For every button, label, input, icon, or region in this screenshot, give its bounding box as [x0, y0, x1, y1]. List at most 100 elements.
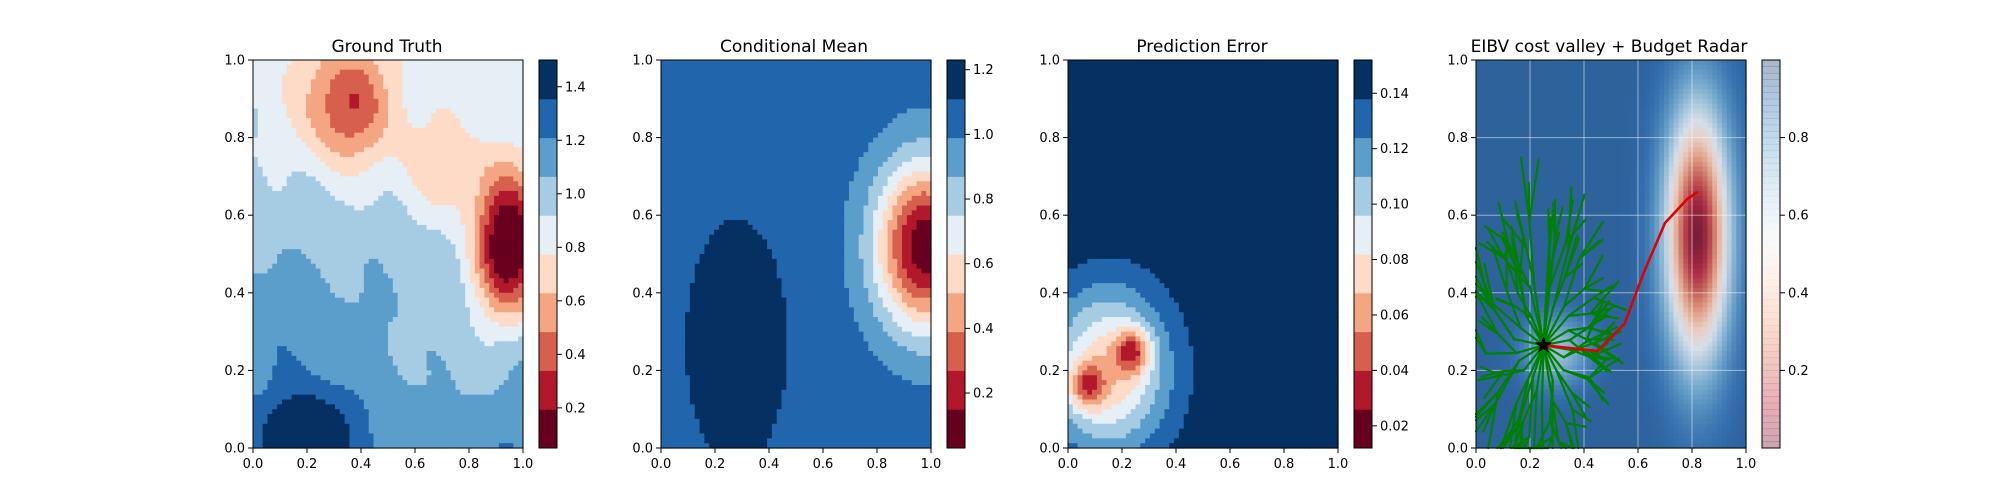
heatmap-cell	[354, 215, 359, 220]
heatmap-cell	[311, 366, 316, 371]
heatmap-cell	[446, 346, 451, 351]
heatmap-cell	[378, 356, 383, 361]
heatmap-cell	[436, 147, 441, 152]
heatmap-cell	[509, 215, 514, 220]
heatmap-cell	[685, 181, 690, 186]
heatmap-cell	[509, 138, 514, 143]
heatmap-cell	[311, 147, 316, 152]
heatmap-cell	[369, 438, 374, 443]
heatmap-cell	[513, 235, 518, 240]
heatmap-cell	[422, 307, 427, 312]
heatmap-cell	[345, 235, 350, 240]
heatmap-cell	[422, 225, 427, 230]
heatmap-cell	[301, 424, 306, 429]
heatmap-cell	[306, 79, 311, 84]
heatmap-cell	[666, 322, 671, 327]
heatmap-cell	[509, 60, 514, 65]
heatmap-cell	[316, 341, 321, 346]
heatmap-cell	[292, 317, 297, 322]
heatmap-cell	[354, 336, 359, 341]
heatmap-cell	[335, 186, 340, 191]
heatmap-cell	[451, 157, 456, 162]
heatmap-cell	[267, 104, 272, 109]
heatmap-cell	[666, 89, 671, 94]
heatmap-cell	[675, 414, 680, 419]
heatmap-cell	[666, 99, 671, 104]
heatmap-cell	[402, 395, 407, 400]
heatmap-cell	[465, 225, 470, 230]
heatmap-cell	[489, 278, 494, 283]
heatmap-cell	[296, 186, 301, 191]
heatmap-cell	[422, 429, 427, 434]
heatmap-cell	[417, 249, 422, 254]
heatmap-cell	[287, 288, 292, 293]
heatmap-cell	[325, 424, 330, 429]
heatmap-cell	[412, 123, 417, 128]
heatmap-cell	[267, 109, 272, 114]
heatmap-cell	[330, 201, 335, 206]
heatmap-cell	[292, 196, 297, 201]
heatmap-cell	[282, 341, 287, 346]
heatmap-cell	[311, 94, 316, 99]
heatmap-cell	[680, 395, 685, 400]
heatmap-cell	[301, 220, 306, 225]
heatmap-cell	[480, 269, 485, 274]
heatmap-cell	[499, 172, 504, 177]
heatmap-cell	[489, 419, 494, 424]
heatmap-cell	[292, 104, 297, 109]
heatmap-cell	[671, 336, 676, 341]
heatmap-cell	[393, 157, 398, 162]
heatmap-cell	[378, 375, 383, 380]
heatmap-cell	[292, 366, 297, 371]
heatmap-cell	[661, 215, 666, 220]
heatmap-cell	[393, 191, 398, 196]
heatmap-cell	[480, 176, 485, 181]
heatmap-cell	[427, 152, 432, 157]
heatmap-cell	[422, 361, 427, 366]
heatmap-cell	[340, 404, 345, 409]
heatmap-cell	[311, 264, 316, 269]
heatmap-cell	[513, 264, 518, 269]
heatmap-cell	[480, 84, 485, 89]
heatmap-cell	[402, 138, 407, 143]
heatmap-cell	[321, 419, 326, 424]
heatmap-cell	[675, 196, 680, 201]
heatmap-cell	[364, 244, 369, 249]
heatmap-cell	[345, 94, 350, 99]
heatmap-cell	[671, 142, 676, 147]
heatmap-cell	[354, 429, 359, 434]
heatmap-cell	[436, 409, 441, 414]
heatmap-cell	[441, 94, 446, 99]
heatmap-cell	[412, 370, 417, 375]
heatmap-cell	[494, 375, 499, 380]
heatmap-cell	[427, 201, 432, 206]
heatmap-cell	[398, 327, 403, 332]
heatmap-cell	[671, 215, 676, 220]
heatmap-cell	[402, 341, 407, 346]
heatmap-cell	[272, 303, 277, 308]
heatmap-cell	[685, 273, 690, 278]
heatmap-cell	[325, 322, 330, 327]
heatmap-cell	[460, 128, 465, 133]
heatmap-cell	[489, 288, 494, 293]
heatmap-cell	[345, 162, 350, 167]
heatmap-cell	[422, 220, 427, 225]
heatmap-cell	[369, 172, 374, 177]
heatmap-cell	[374, 133, 379, 138]
heatmap-cell	[354, 370, 359, 375]
heatmap-cell	[311, 191, 316, 196]
heatmap-cell	[349, 380, 354, 385]
heatmap-cell	[282, 288, 287, 293]
heatmap-cell	[666, 395, 671, 400]
heatmap-cell	[398, 196, 403, 201]
heatmap-cell	[345, 370, 350, 375]
heatmap-cell	[480, 94, 485, 99]
heatmap-cell	[364, 176, 369, 181]
heatmap-cell	[374, 332, 379, 337]
heatmap-cell	[296, 341, 301, 346]
heatmap-cell	[398, 89, 403, 94]
heatmap-cell	[504, 414, 509, 419]
heatmap-cell	[335, 283, 340, 288]
heatmap-cell	[484, 206, 489, 211]
heatmap-cell	[383, 118, 388, 123]
